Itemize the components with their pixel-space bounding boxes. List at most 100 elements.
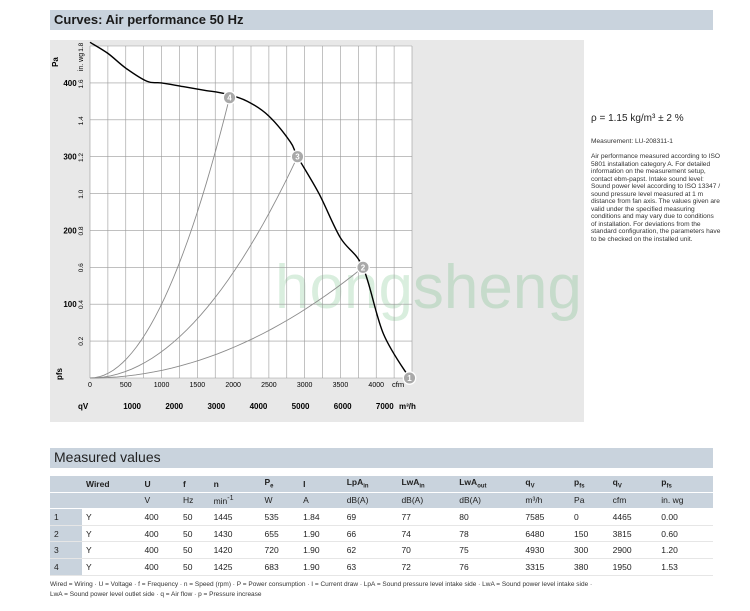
table-row: 1 Y 400 50 1445 535 1.84 69 77 80 7585 0 4465 0.00: [50, 508, 713, 526]
table-cell: 4: [50, 558, 82, 576]
table-cell: 1.90: [299, 541, 343, 559]
table-cell: 74: [397, 525, 456, 543]
table-unit-cell: A: [299, 492, 343, 510]
table-header-cell: LwAout: [455, 476, 522, 493]
header-text: q: [525, 477, 531, 488]
table-cell: 0.00: [657, 508, 713, 526]
table-cell: 400: [140, 541, 180, 559]
table-units-row: V Hz min-1 W A dB(A) dB(A) dB(A) m³/h Pa…: [50, 492, 713, 510]
measurement-notes: Air performance measured according to IS…: [591, 153, 721, 243]
header-sub: fs: [666, 484, 672, 491]
x-tick-label-m3h: 4000: [250, 402, 268, 411]
x-tick-label-m3h: 6000: [334, 402, 352, 411]
table-cell: 1420: [209, 541, 261, 559]
header-sub: e: [270, 484, 274, 491]
table-header-row: Wired U f n Pe I LpAin LwAin LwAout qV p…: [50, 476, 713, 493]
table-unit-cell: min-1: [209, 492, 261, 510]
table-row: 4 Y 400 50 1425 683 1.90 63 72 76 3315 380 1950 1.53: [50, 558, 713, 576]
table-cell: 4930: [521, 541, 571, 559]
y-tick-label-inwg: 0.8: [78, 226, 85, 235]
header-text: LwA: [459, 477, 478, 488]
y-tick-label-inwg: 1.8: [78, 42, 85, 51]
header-sub: V: [530, 484, 535, 491]
table-cell: 70: [397, 541, 456, 559]
y-tick-label-inwg: 0.6: [78, 263, 85, 272]
x-tick-label-cfm: 2500: [261, 382, 277, 389]
abbreviation-legend: Wired = Wiring · U = Voltage · f = Frequ…: [50, 580, 730, 600]
system-curve-2: [89, 266, 364, 379]
table-cell: Y: [82, 558, 141, 576]
table-header-cell: qV: [521, 476, 571, 493]
table-cell: 62: [342, 541, 398, 559]
watermark-text: hongsheng: [275, 253, 582, 322]
table-cell: 1445: [209, 508, 261, 526]
operating-points: 1 2 3 4: [222, 90, 417, 385]
y-tick-label-inwg: 0.2: [78, 336, 85, 345]
table-cell: 380: [570, 558, 609, 576]
x-tick-label-m3h: 1000: [123, 402, 141, 411]
header-sub: fs: [579, 484, 585, 491]
table-header-cell: LpAin: [342, 476, 398, 493]
table-cell: 66: [342, 525, 398, 543]
x-tick-label-cfm: 3000: [297, 382, 313, 389]
air-density: ρ = 1.15 kg/m³ ± 2 %: [591, 113, 684, 124]
table-unit-cell: Hz: [179, 492, 210, 510]
table-cell: 2900: [608, 541, 658, 559]
table-cell: 76: [455, 558, 522, 576]
measured-values-title: Measured values: [54, 449, 161, 465]
y-tick-label-pa: 100: [63, 300, 77, 309]
title-band: Curves: Air performance 50 Hz: [50, 10, 713, 30]
table-header-cell: LwAin: [397, 476, 456, 493]
table-cell: 80: [455, 508, 522, 526]
table-unit-cell: V: [140, 492, 180, 510]
table-header-cell: n: [209, 476, 261, 493]
x-tick-label-cfm: 500: [120, 382, 132, 389]
legend-line: LwA = Sound power level outlet side · q …: [50, 591, 262, 598]
x-tick-label-cfm: 1500: [190, 382, 206, 389]
x-tick-label-cfm: 2000: [225, 382, 241, 389]
operating-point-label: 2: [361, 263, 366, 272]
measured-values-band: Measured values: [50, 448, 713, 468]
table-unit-cell: m³/h: [521, 492, 571, 510]
table-cell: 50: [179, 525, 210, 543]
system-curve-4: [89, 97, 230, 379]
x-tick-label-cfm: 1000: [154, 382, 170, 389]
table-cell: 63: [342, 558, 398, 576]
axis-ticks: 100 200 300 400 0.2 0.4 0.6 0.8 1.0 1.2 1.4 1.6 1.8 0…: [63, 42, 394, 411]
fan-curve: [89, 41, 411, 379]
table-unit-cell: dB(A): [342, 492, 398, 510]
table-cell: 400: [140, 508, 180, 526]
table-unit-cell: Pa: [570, 492, 609, 510]
operating-point-2: [356, 260, 370, 275]
table-cell: 1.90: [299, 525, 343, 543]
table-cell: 1.84: [299, 508, 343, 526]
table-unit-cell: dB(A): [397, 492, 456, 510]
table-cell: 1.20: [657, 541, 713, 559]
operating-point-1: [402, 371, 417, 385]
header-sub: in: [419, 484, 425, 491]
y-axis-label-pa: Pa: [51, 57, 60, 67]
table-row: 3 Y 400 50 1420 720 1.90 62 70 75 4930 300 2900 1.20: [50, 541, 713, 559]
table-cell: 1: [50, 508, 82, 526]
y-tick-label-pa: 200: [63, 226, 77, 235]
table-cell: 50: [179, 541, 210, 559]
header-sub: V: [617, 484, 622, 491]
system-curves: [89, 97, 364, 379]
table-unit-cell: cfm: [608, 492, 658, 510]
table-row: 2 Y 400 50 1430 655 1.90 66 74 78 6480 150 3815 0.60: [50, 525, 713, 543]
table-cell: 69: [342, 508, 398, 526]
operating-point-4: [222, 90, 237, 105]
header-text: p: [661, 477, 667, 488]
table-cell: 1425: [209, 558, 261, 576]
table-unit-cell: W: [260, 492, 300, 510]
table-cell: Y: [82, 525, 141, 543]
table-header-cell: [50, 476, 82, 493]
header-text: p: [574, 477, 580, 488]
x-tick-label-cfm: 3500: [333, 382, 349, 389]
x-tick-label-m3h: 5000: [292, 402, 310, 411]
x-tick-label-m3h: 3000: [207, 402, 225, 411]
table-cell: 50: [179, 508, 210, 526]
table-cell: Y: [82, 541, 141, 559]
table-cell: 150: [570, 525, 609, 543]
x-tick-label-m3h: 2000: [165, 402, 183, 411]
